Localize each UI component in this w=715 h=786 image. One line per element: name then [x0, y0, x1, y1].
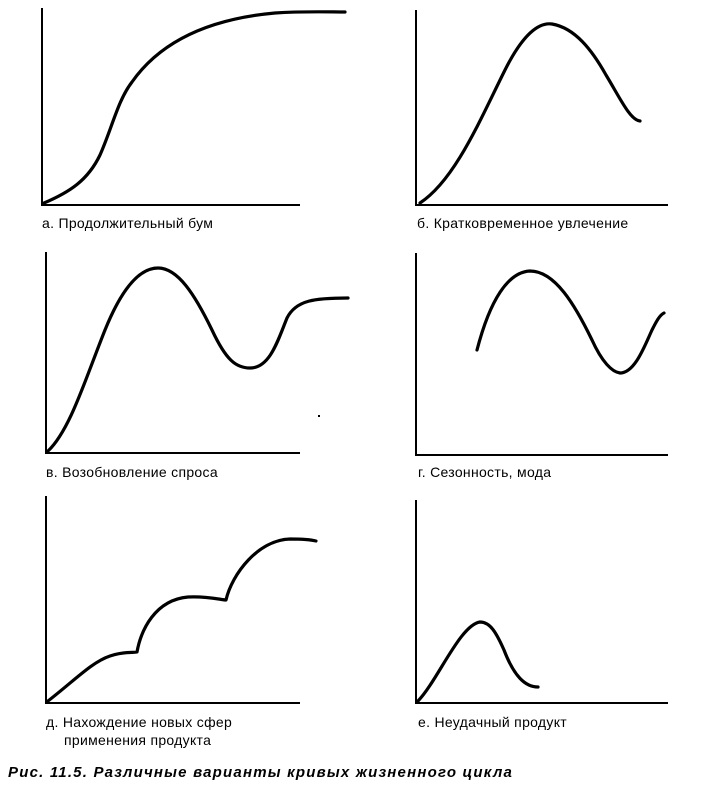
panel-v	[45, 252, 350, 454]
panel-v-label: в. Возобновление спроса	[46, 464, 218, 480]
panel-d-axes	[45, 496, 300, 704]
panel-b-axes	[415, 10, 668, 206]
panel-d-curve	[46, 537, 318, 703]
panel-e-label: е. Неудачный продукт	[418, 714, 567, 730]
panel-d-label-line-1: д. Нахождение новых сфер	[46, 714, 233, 730]
panel-e-axes	[415, 500, 668, 704]
panel-b-label: б. Кратковременное увлечение	[417, 215, 629, 231]
panel-d-label-line-2: применения продукта	[64, 732, 212, 748]
panel-b-curve	[418, 22, 642, 205]
panel-g-curve	[475, 269, 666, 375]
panel-v-axes	[45, 252, 300, 454]
panel-e	[415, 500, 668, 704]
figure-caption: Рис. 11.5. Различные варианты кривых жиз…	[8, 764, 514, 781]
panel-b	[415, 10, 668, 206]
panel-a-axes	[41, 8, 300, 206]
panel-e-curve	[416, 620, 540, 703]
panel-a-label: а. Продолжительный бум	[42, 215, 214, 231]
panel-a-curve	[42, 10, 347, 205]
panel-v-curve	[46, 266, 350, 453]
panel-g-axes	[415, 253, 668, 456]
panel-g	[415, 253, 668, 456]
panel-a	[41, 8, 347, 206]
panel-d	[45, 496, 318, 704]
panel-g-label: г. Сезонность, мода	[418, 464, 552, 480]
print-speck	[318, 415, 320, 417]
